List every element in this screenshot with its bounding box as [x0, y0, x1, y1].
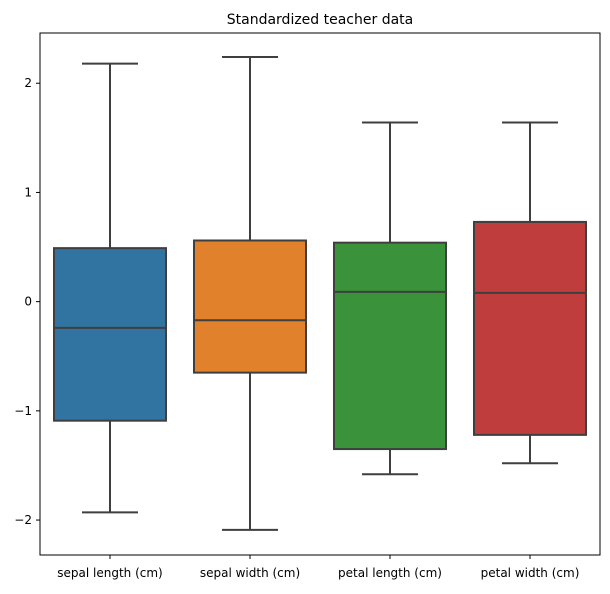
x-tick-label: sepal length (cm) [57, 566, 162, 580]
box-iqr [333, 241, 447, 451]
box-group [193, 56, 307, 531]
y-tick-label: −2 [14, 513, 32, 527]
box-group [53, 62, 167, 514]
box-iqr [53, 247, 167, 422]
plot-frame [39, 32, 601, 556]
y-tick-label: 0 [24, 295, 32, 309]
box-group [473, 121, 587, 465]
x-tick-label: sepal width (cm) [200, 566, 300, 580]
y-axis: 2 1 0 −1 −2 [14, 76, 40, 527]
box-iqr [193, 239, 307, 374]
box-iqr [473, 220, 587, 436]
y-tick-label: 2 [24, 76, 32, 90]
y-tick-label: 1 [24, 185, 32, 199]
x-tick-label: petal width (cm) [481, 566, 580, 580]
chart-title: Standardized teacher data [227, 12, 413, 28]
x-tick-label: petal length (cm) [338, 566, 442, 580]
plot-area [53, 56, 587, 531]
y-tick-label: −1 [14, 404, 32, 418]
box-group [333, 121, 447, 476]
x-axis: sepal length (cm) sepal width (cm) petal l… [57, 555, 579, 580]
